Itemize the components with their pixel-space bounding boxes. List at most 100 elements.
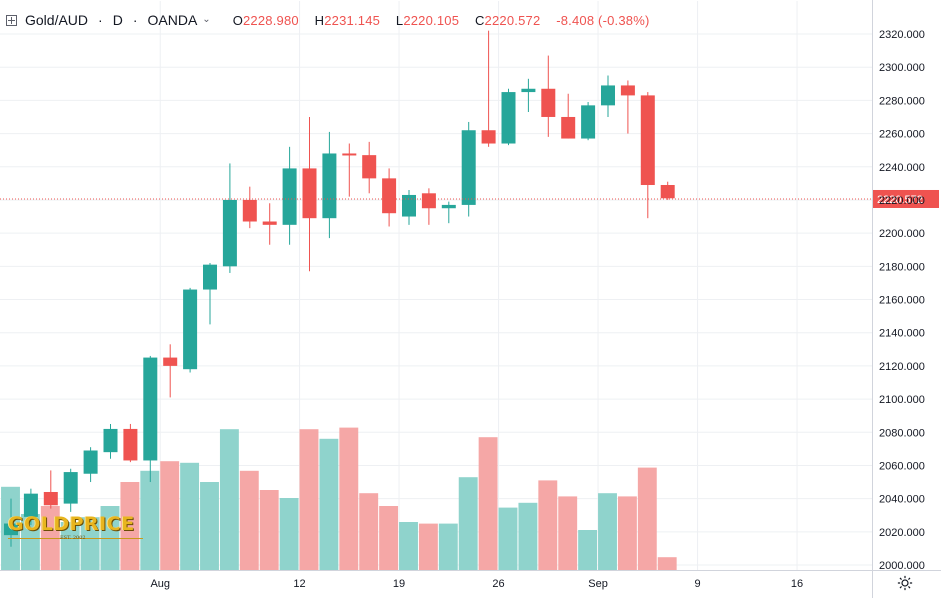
candle — [322, 131, 337, 239]
candle-body — [23, 493, 38, 517]
y-tick-label: 2300.000 — [879, 62, 925, 74]
volume-bar — [339, 427, 359, 570]
candle-body — [4, 523, 18, 536]
candle-body — [501, 92, 516, 144]
x-tick-label: 19 — [393, 578, 405, 590]
volume-bar — [518, 502, 538, 570]
candle-body — [63, 472, 78, 504]
symbol-name[interactable]: Gold/AUD — [25, 12, 89, 28]
candle — [501, 88, 516, 146]
close-label: C — [474, 12, 485, 28]
x-tick-label: Sep — [588, 578, 608, 590]
y-tick-label: 2160.000 — [879, 295, 925, 307]
candle — [402, 189, 416, 225]
volume-bar — [538, 480, 558, 570]
candle — [640, 92, 655, 219]
candle — [103, 423, 118, 459]
candle-body — [83, 450, 98, 474]
candle-body — [242, 199, 257, 222]
candle — [441, 201, 456, 224]
price-axis[interactable]: 2000.000 2020.000 2040.000 2060.000 2080.000… — [872, 0, 925, 598]
data-source[interactable]: OANDA — [147, 12, 198, 28]
y-tick-label: 2280.000 — [879, 95, 925, 107]
candle-body — [581, 105, 596, 139]
open-value: 2228.980 — [243, 12, 299, 28]
y-tick-label: 2020.000 — [879, 527, 925, 539]
y-tick-label: 2120.000 — [879, 361, 925, 373]
volume-bar — [239, 470, 259, 570]
volume-bar — [319, 438, 339, 570]
candle-body — [481, 130, 496, 144]
candle-body — [541, 88, 556, 117]
last-price-label: 2220.572 — [877, 194, 923, 206]
candle — [421, 188, 436, 225]
volume-bar — [598, 493, 617, 570]
candle-body — [601, 85, 615, 106]
candle-body — [421, 193, 436, 209]
candle-body — [103, 428, 118, 453]
y-tick-label: 2040.000 — [879, 494, 925, 506]
candle — [63, 468, 78, 512]
y-tick-label: 2220.000 — [879, 195, 925, 207]
volume-bars — [1, 427, 677, 570]
volume-bar — [200, 482, 219, 570]
volume-bar — [219, 429, 239, 570]
y-tick-label: 2060.000 — [879, 460, 925, 472]
separator-2: · — [132, 12, 138, 28]
candle — [183, 287, 198, 373]
high-value: 2231.145 — [324, 12, 381, 28]
last-price-tag — [873, 189, 939, 208]
candle — [43, 470, 58, 509]
time-axis[interactable]: Aug 12 19 26 Sep 9 16 — [0, 570, 941, 591]
candle-body — [640, 95, 655, 186]
candle — [123, 423, 138, 463]
y-tick-label: 2320.000 — [879, 29, 925, 41]
candle — [362, 141, 377, 194]
separator-1: · — [98, 12, 103, 28]
volume-bar — [578, 530, 598, 570]
expand-icon[interactable] — [6, 14, 17, 26]
volume-bar — [637, 467, 657, 570]
x-tick-label: 12 — [293, 578, 305, 590]
candle-body — [402, 194, 416, 217]
candle-body — [43, 491, 58, 506]
volume-bar — [438, 523, 458, 570]
volume-bar — [60, 522, 80, 570]
last-price-line: 2220.572 — [0, 189, 939, 208]
x-tick-label: 26 — [492, 578, 504, 590]
x-tick-label: 16 — [791, 578, 803, 590]
volume-bar — [657, 557, 677, 570]
candle — [262, 203, 277, 245]
volume-bar — [160, 461, 180, 570]
volume-bar — [379, 506, 399, 570]
candle — [23, 488, 38, 526]
volume-bar — [558, 496, 578, 570]
open-label: O — [232, 12, 243, 28]
y-tick-label: 2240.000 — [879, 162, 925, 174]
y-tick-label: 2080.000 — [879, 427, 925, 439]
candle-body — [163, 357, 178, 366]
low-value: 2220.105 — [403, 12, 460, 28]
candle-body — [521, 88, 536, 93]
volume-bar — [20, 514, 40, 570]
candle — [521, 78, 536, 112]
interval[interactable]: D — [112, 12, 123, 28]
candle-body — [620, 85, 635, 96]
candle-body — [461, 130, 476, 205]
volume-bar — [80, 517, 100, 570]
candle — [242, 186, 257, 229]
gear-icon[interactable] — [896, 574, 914, 592]
candle — [601, 75, 615, 117]
candle — [83, 447, 98, 483]
logo-rule — [8, 538, 143, 539]
candle-body — [183, 289, 198, 370]
candle — [561, 93, 576, 139]
candle-body — [561, 116, 576, 139]
low-label: L — [395, 12, 404, 28]
candle-body — [382, 178, 397, 214]
volume-bar — [140, 470, 160, 570]
chevron-down-icon[interactable]: ⌄ — [202, 13, 211, 25]
volume-bar — [259, 490, 279, 570]
candle — [541, 55, 556, 137]
